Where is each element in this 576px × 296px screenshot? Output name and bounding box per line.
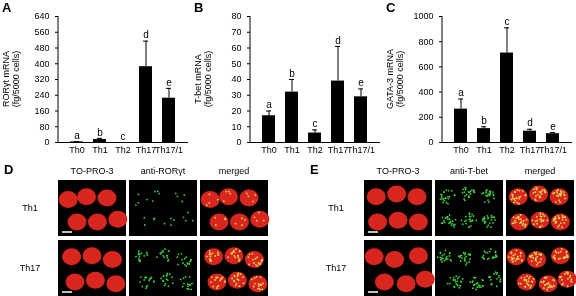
svg-text:200: 200 — [418, 112, 433, 122]
svg-text:0: 0 — [236, 137, 241, 147]
svg-text:a: a — [266, 99, 272, 110]
svg-text:800: 800 — [418, 37, 433, 47]
html-text:A: A — [2, 0, 12, 15]
svg-text:Th0: Th0 — [69, 145, 85, 155]
svg-text:e: e — [550, 121, 556, 132]
svg-text:e: e — [166, 77, 172, 88]
svg-text:b: b — [481, 115, 487, 126]
svg-text:merged: merged — [219, 166, 250, 176]
svg-text:70: 70 — [231, 27, 241, 37]
svg-text:d: d — [335, 35, 341, 46]
svg-text:a: a — [458, 87, 464, 98]
svg-text:d: d — [527, 117, 533, 128]
svg-text:0: 0 — [44, 137, 49, 147]
svg-text:E: E — [310, 162, 319, 177]
svg-text:640: 640 — [34, 11, 49, 21]
svg-text:Th1: Th1 — [22, 203, 38, 213]
svg-text:Th2: Th2 — [499, 145, 515, 155]
svg-text:Th1: Th1 — [284, 145, 300, 155]
svg-text:Th1: Th1 — [476, 145, 492, 155]
svg-text:Th17: Th17 — [326, 263, 347, 273]
svg-text:Th1: Th1 — [92, 145, 108, 155]
svg-text:Th0: Th0 — [453, 145, 469, 155]
svg-text:Th2: Th2 — [307, 145, 323, 155]
svg-text:1000: 1000 — [413, 11, 433, 21]
svg-text:anti-RORγt: anti-RORγt — [141, 166, 186, 176]
svg-text:60: 60 — [231, 43, 241, 53]
svg-text:d: d — [143, 29, 149, 40]
svg-text:320: 320 — [34, 74, 49, 84]
svg-text:Th2: Th2 — [115, 145, 131, 155]
svg-text:400: 400 — [418, 87, 433, 97]
svg-text:Th17: Th17 — [136, 145, 157, 155]
svg-text:560: 560 — [34, 27, 49, 37]
svg-text:20: 20 — [231, 106, 241, 116]
svg-text:anti-T-bet: anti-T-bet — [450, 166, 489, 176]
svg-text:10: 10 — [231, 122, 241, 132]
svg-text:Th17: Th17 — [328, 145, 349, 155]
svg-text:T-bet mRNA(fg/5000 cells): T-bet mRNA(fg/5000 cells) — [193, 51, 213, 108]
svg-text:400: 400 — [34, 59, 49, 69]
svg-text:600: 600 — [418, 62, 433, 72]
svg-text:TO-PRO-3: TO-PRO-3 — [377, 166, 420, 176]
svg-text:50: 50 — [231, 59, 241, 69]
svg-text:c: c — [313, 118, 318, 129]
svg-text:480: 480 — [34, 43, 49, 53]
svg-text:80: 80 — [39, 122, 49, 132]
svg-text:merged: merged — [525, 166, 556, 176]
svg-text:Th17/1: Th17/1 — [539, 145, 567, 155]
svg-text:TO-PRO-3: TO-PRO-3 — [71, 166, 114, 176]
svg-text:240: 240 — [34, 90, 49, 100]
html-text:C: C — [386, 0, 396, 15]
html-text:B: B — [194, 0, 204, 15]
svg-text:Th17/1: Th17/1 — [347, 145, 375, 155]
svg-text:D: D — [4, 162, 13, 177]
svg-text:b: b — [289, 68, 295, 79]
svg-text:GATA-3 mRNA(fg/5000 cells): GATA-3 mRNA(fg/5000 cells) — [385, 49, 405, 109]
svg-text:c: c — [121, 131, 126, 142]
svg-text:Th1: Th1 — [328, 203, 344, 213]
svg-text:Th17: Th17 — [20, 263, 41, 273]
svg-text:a: a — [74, 130, 80, 141]
svg-text:0: 0 — [428, 137, 433, 147]
svg-text:c: c — [505, 16, 510, 27]
svg-text:80: 80 — [231, 11, 241, 21]
svg-text:Th17/1: Th17/1 — [155, 145, 183, 155]
svg-text:40: 40 — [231, 74, 241, 84]
svg-text:160: 160 — [34, 106, 49, 116]
svg-text:b: b — [97, 127, 103, 138]
svg-text:Th0: Th0 — [261, 145, 277, 155]
svg-text:e: e — [358, 77, 364, 88]
svg-text:RORγt mRNA(fg/5000 cells): RORγt mRNA(fg/5000 cells) — [1, 51, 21, 108]
svg-text:Th17: Th17 — [520, 145, 541, 155]
svg-text:30: 30 — [231, 90, 241, 100]
